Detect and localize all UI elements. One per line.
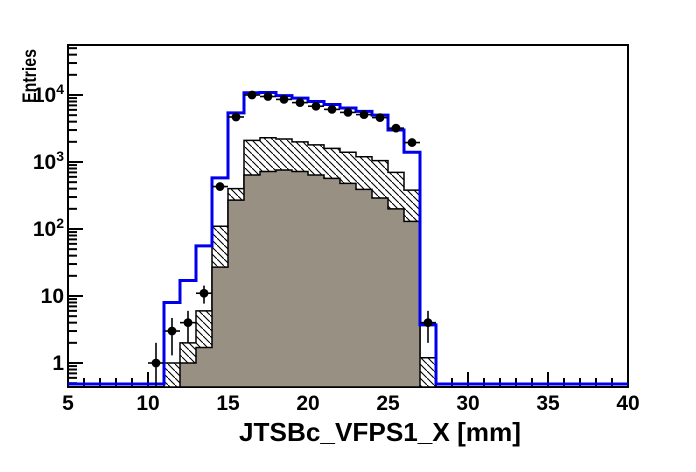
data-point: [343, 107, 353, 117]
y-tick-label: 1: [52, 352, 64, 375]
data-point: [183, 318, 193, 328]
x-tick-label: 15: [216, 392, 240, 415]
y-axis-ticks: [69, 47, 83, 385]
data-point: [407, 138, 417, 147]
x-tick-label: 35: [536, 392, 560, 415]
x-tick-label: 40: [616, 392, 639, 415]
data-point: [263, 92, 273, 101]
x-tick-label: 5: [62, 392, 74, 415]
data-point: [279, 94, 289, 104]
x-tick-labels: 5 10 15 20 25 30 35 40: [62, 392, 640, 415]
data-point: [295, 98, 305, 108]
data-point: [151, 358, 161, 368]
data-point: [423, 318, 433, 328]
data-point: [359, 110, 369, 119]
x-tick-label: 30: [456, 392, 479, 415]
y-tick-label: 103: [33, 148, 64, 174]
data-point: [311, 101, 321, 111]
series-mc-filled: [179, 169, 421, 388]
x-tick-label: 25: [376, 392, 400, 415]
series-data-points: [148, 90, 436, 387]
y-tick-label: 10: [41, 285, 64, 308]
data-point: [247, 90, 257, 100]
data-point: [167, 326, 177, 336]
series-mc-total: [68, 90, 628, 386]
x-tick-label: 20: [296, 392, 319, 415]
data-point: [215, 182, 225, 191]
y-tick-label: 104: [33, 81, 64, 107]
y-axis-title: Entries: [20, 49, 41, 103]
data-point: [375, 113, 385, 122]
x-tick-label: 10: [136, 392, 159, 415]
x-axis-title: JTSBc_VFPS1_X [mm]: [239, 417, 521, 447]
y-tick-labels: 1 10 102 103 104: [33, 81, 64, 375]
data-point: [391, 123, 401, 133]
data-point: [199, 288, 209, 298]
y-tick-label: 102: [33, 215, 64, 241]
data-point: [327, 104, 337, 114]
data-point: [231, 112, 241, 122]
